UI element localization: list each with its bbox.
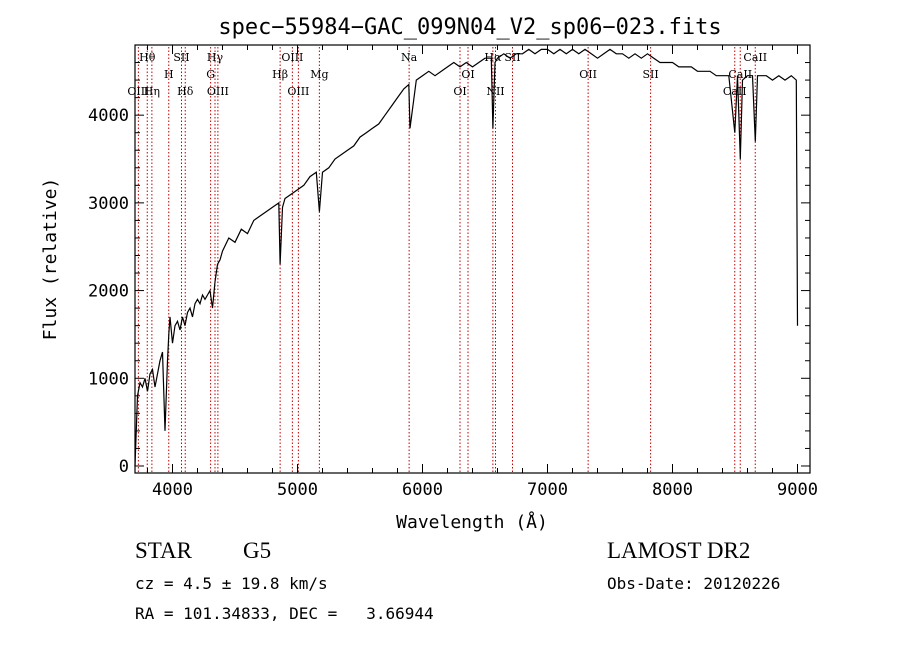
spectral-line-label: Na: [401, 51, 418, 64]
spectral-line-label: Hη: [144, 85, 160, 98]
spectral-line-label: OIII: [207, 85, 229, 98]
x-axis-label: Wavelength (Å): [396, 511, 548, 533]
spectral-line-label: SII: [643, 68, 659, 81]
spectral-line-label: OI: [461, 68, 474, 81]
chart-title: spec−55984−GAC_099N04_V2_sp06−023.fits: [218, 15, 721, 40]
y-tick-label: 3000: [88, 194, 129, 214]
plot-frame: [134, 44, 811, 474]
spectral-line-label: SII: [504, 51, 520, 64]
y-axis-label: Flux (relative): [40, 178, 61, 341]
ra-dec-coordinates: RA = 101.34833, DEC = 3.66944: [135, 604, 434, 623]
spectral-line-label: CaII: [743, 51, 767, 64]
spectrum-series-line: [134, 48, 799, 467]
spectral-line-label: CaII: [723, 85, 747, 98]
y-tick-label: 2000: [88, 282, 129, 302]
spectral-line-label: OI: [453, 85, 466, 98]
y-tick-label: 0: [119, 457, 129, 477]
object-class: STAR: [135, 538, 192, 563]
observation-date: Obs-Date: 20120226: [607, 574, 781, 593]
axis-ticks: 4000 5000 6000 7000 8000 9000 0 1000 2000 3000 400…: [88, 45, 818, 500]
spectral-line-label: Hδ: [177, 85, 194, 98]
spectral-line-label: G: [206, 68, 215, 81]
spectral-line-label: Hα: [484, 51, 502, 64]
x-tick-label: 6000: [402, 480, 443, 500]
redshift-velocity: cz = 4.5 ± 19.8 km/s: [135, 574, 328, 593]
y-tick-label: 1000: [88, 369, 129, 389]
spectral-line-label: Hβ: [272, 68, 288, 81]
spectral-line-label: Mg: [310, 68, 328, 81]
survey-name: LAMOST DR2: [607, 538, 751, 563]
spectral-line-label: OIII: [281, 51, 303, 64]
spectral-line-label: SII: [173, 51, 189, 64]
spectral-line-label: OII: [579, 68, 597, 81]
x-tick-label: 8000: [652, 480, 693, 500]
x-tick-label: 4000: [152, 480, 193, 500]
spectral-line-label: NII: [486, 85, 504, 98]
spectral-line-markers: HθHSIIHδOIIIHηHγGOIIIOIIIHβOIIIMgNaOIOIH…: [127, 47, 767, 473]
x-tick-label: 7000: [527, 480, 568, 500]
spectral-line-label: CaII: [728, 68, 752, 81]
x-tick-label: 9000: [777, 480, 818, 500]
spectral-line-label: Hθ: [139, 51, 156, 64]
x-tick-label: 5000: [277, 480, 318, 500]
y-tick-label: 4000: [88, 106, 129, 126]
spectral-line-label: Hγ: [207, 51, 224, 64]
spectral-line-label: OIII: [127, 85, 149, 98]
spectral-line-label: H: [164, 68, 174, 81]
spectral-line-label: OIII: [287, 85, 309, 98]
object-subclass: G5: [243, 538, 272, 563]
